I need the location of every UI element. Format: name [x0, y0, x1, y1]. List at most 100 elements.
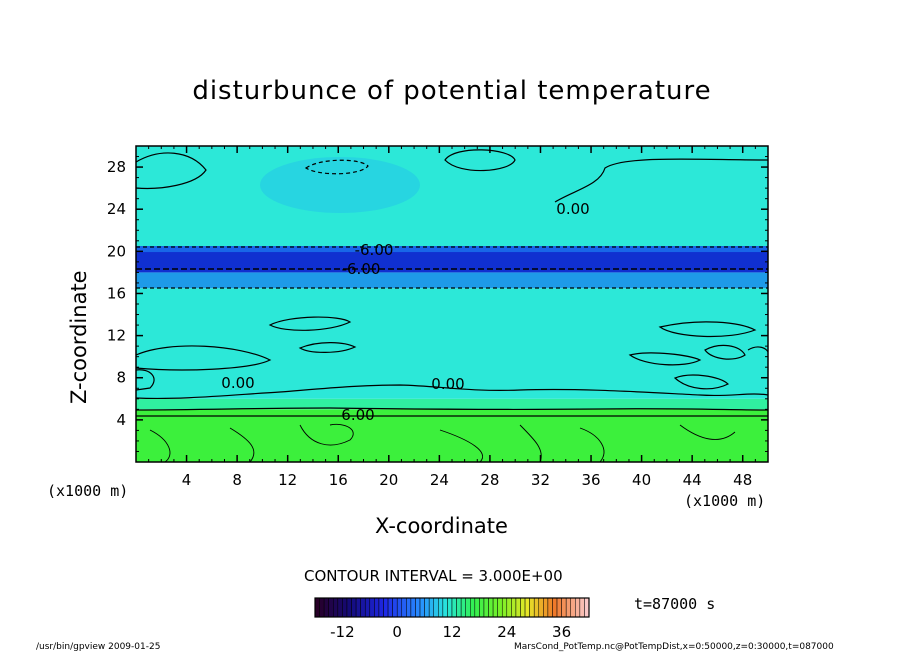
- colorbar-cell: [360, 597, 366, 618]
- colorbar-cell: [433, 597, 439, 618]
- colorbar-cell: [323, 597, 329, 618]
- colorbar-tick-label: 36: [552, 623, 571, 641]
- contour-line: [554, 158, 769, 203]
- contour-line: [149, 429, 171, 463]
- colorbar-cell: [492, 597, 498, 618]
- colorbar-cell: [538, 597, 544, 618]
- heat-blob: [260, 157, 420, 213]
- y-tick-label: 12: [107, 327, 126, 345]
- contour-line: [135, 369, 155, 391]
- colorbar-cell: [561, 597, 567, 618]
- x-tick-label: 44: [683, 471, 702, 489]
- y-tick-label: 4: [116, 411, 126, 429]
- colorbar-cell: [533, 597, 540, 618]
- colorbar-cell: [438, 597, 444, 618]
- colorbar-cell: [511, 597, 517, 618]
- colorbar-cell: [419, 597, 425, 618]
- colorbar-cell: [483, 597, 489, 618]
- colorbar-cell: [355, 597, 361, 618]
- contour-label: 0.00: [221, 374, 254, 392]
- colorbar-cell: [470, 597, 476, 618]
- colorbar-cell: [369, 597, 375, 618]
- heat-layer: [136, 288, 768, 399]
- contour-line: [444, 149, 516, 172]
- colorbar-cell: [570, 597, 576, 618]
- contour-line: [135, 407, 769, 411]
- contour-label: 0.00: [556, 200, 589, 218]
- colorbar-cell: [465, 597, 471, 618]
- x-tick-label: 32: [531, 471, 550, 489]
- contour-label: 6.00: [341, 406, 374, 424]
- colorbar-cell: [579, 597, 585, 618]
- colorbar-cell: [415, 597, 421, 618]
- colorbar-cell: [447, 597, 453, 618]
- colorbar-cell: [497, 597, 503, 618]
- contour-lines: [135, 149, 769, 463]
- contour-line: [229, 427, 255, 463]
- colorbar-tick-label: 24: [497, 623, 516, 641]
- colorbar-cell: [556, 597, 562, 618]
- time-label: t=87000 s: [634, 595, 716, 613]
- contour-line: [268, 316, 352, 331]
- colorbar-cell: [374, 597, 380, 618]
- x-axis-label: X-coordinate: [375, 514, 508, 538]
- contour-line: [135, 345, 272, 371]
- colorbar-cell: [529, 597, 535, 618]
- y-tick-label: 28: [107, 158, 126, 176]
- contour-label: -6.00: [342, 260, 381, 278]
- colorbar-cell: [565, 597, 571, 618]
- contour-line: [673, 374, 730, 390]
- colorbar-cell: [337, 597, 343, 618]
- x-tick-label: 20: [379, 471, 398, 489]
- colorbar-cell: [488, 597, 494, 618]
- contour-line: [628, 352, 702, 366]
- colorbar-cell: [451, 597, 457, 618]
- colorbar-cell: [424, 597, 430, 618]
- colorbar-cell: [515, 597, 521, 618]
- contour-label: -6.00: [355, 241, 394, 259]
- colorbar-cell: [547, 597, 553, 618]
- contour-line: [298, 342, 357, 353]
- contour-labels: 0.00 -6.00-6.00 0.00 0.00 6.00: [221, 200, 589, 424]
- contour-line: [439, 429, 483, 463]
- x-tick-label: 12: [278, 471, 297, 489]
- colorbar-cell: [333, 597, 339, 618]
- colorbar-cell: [364, 597, 371, 618]
- heat-layer: [136, 272, 768, 289]
- colorbar-frame: [314, 597, 590, 618]
- y-tick-label: 24: [107, 200, 126, 218]
- colorbar-cell: [506, 597, 512, 618]
- colorbar-cell: [428, 597, 434, 618]
- colorbar-cell: [319, 597, 325, 618]
- contour-line: [299, 423, 354, 446]
- colorbar-cell: [552, 597, 558, 618]
- x-tick-label: 4: [182, 471, 192, 489]
- contour-line: [135, 152, 207, 190]
- x-tick-label: 16: [329, 471, 348, 489]
- x-unit-right: (x1000 m): [684, 492, 766, 510]
- chart-title: disturbunce of potential temperature: [192, 76, 712, 106]
- x-tick-label: 36: [581, 471, 600, 489]
- colorbar-cell: [456, 597, 462, 618]
- heat-layer: [136, 246, 768, 253]
- colorbar-cell: [410, 597, 416, 618]
- colorbar-cell: [396, 597, 403, 618]
- contour-line: [679, 424, 736, 440]
- y-tick-label: 8: [116, 369, 126, 387]
- colorbar-cell: [575, 597, 581, 618]
- colorbar-tick-label: -12: [330, 623, 355, 641]
- contour-interval-text: CONTOUR INTERVAL = 3.000E+00: [304, 567, 563, 585]
- colorbar-tick-label: 0: [392, 623, 402, 641]
- contour-line: [304, 159, 369, 175]
- x-tick-label: 40: [632, 471, 651, 489]
- colorbar-cell: [460, 597, 466, 618]
- colorbar-cell: [520, 597, 526, 618]
- colorbar-cell: [342, 597, 348, 618]
- contour-line: [658, 321, 757, 338]
- y-tick-label: 16: [107, 284, 126, 302]
- colorbar-cell: [479, 597, 485, 618]
- heat-layer: [136, 146, 768, 247]
- contour-line: [135, 384, 769, 400]
